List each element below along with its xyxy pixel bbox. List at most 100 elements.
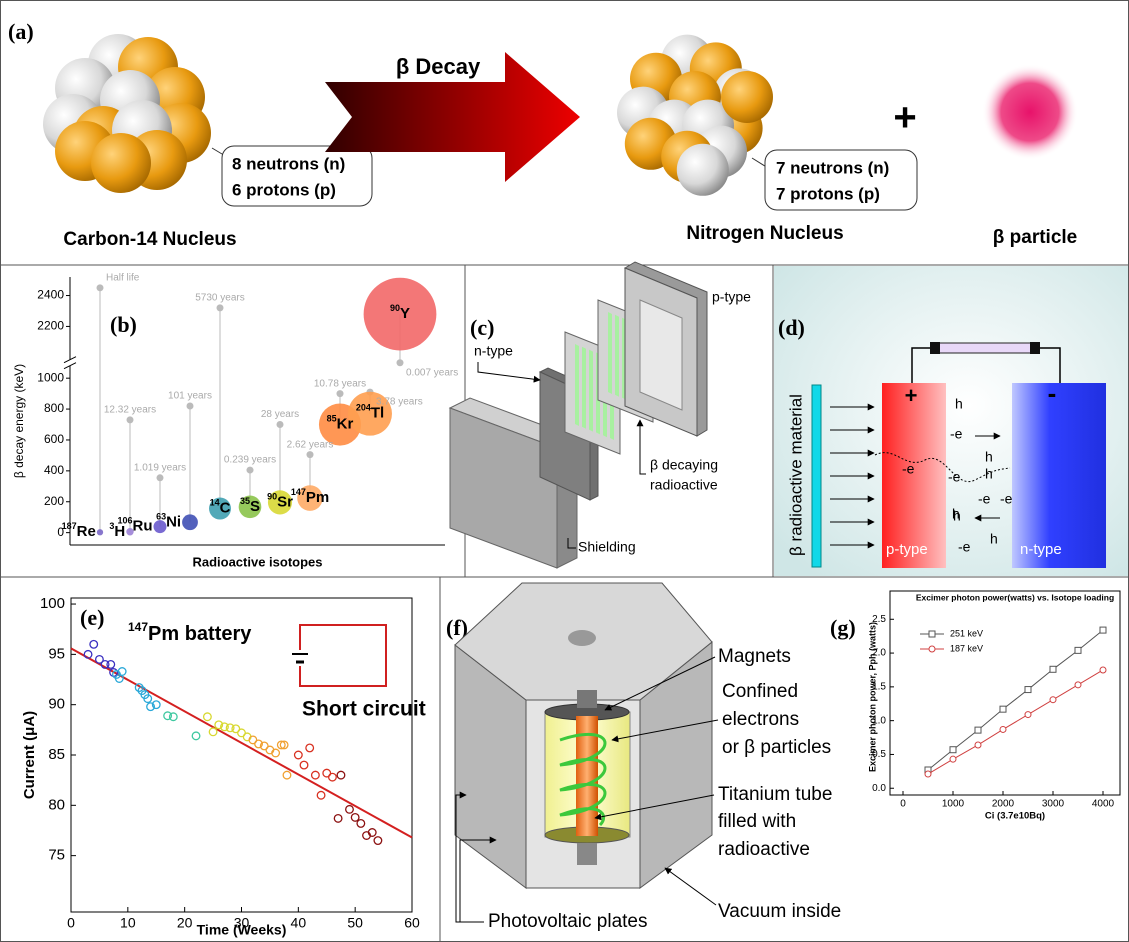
proton xyxy=(677,144,729,196)
confined-label: or β particles xyxy=(722,737,831,758)
x-tick-label: 10 xyxy=(120,915,136,931)
half-life-label: 1.019 years xyxy=(134,462,186,473)
x-tick-label: 1000 xyxy=(942,799,965,810)
marker xyxy=(950,756,956,762)
x-tick-label: 0 xyxy=(67,915,75,931)
bubble xyxy=(154,520,167,533)
marker xyxy=(1100,627,1106,633)
marker xyxy=(950,747,956,753)
plus-sign: + xyxy=(905,383,918,408)
marker xyxy=(1050,697,1056,703)
data-point xyxy=(295,751,303,759)
isotope-label: 187Re xyxy=(62,522,96,541)
material-label: β radioactive material xyxy=(786,394,805,556)
stem-top xyxy=(247,467,254,474)
neutron xyxy=(721,71,773,123)
panel-label: (b) xyxy=(110,312,137,337)
stem-top xyxy=(127,416,134,423)
x-tick-label: 20 xyxy=(177,915,193,931)
data-point xyxy=(312,771,320,779)
confined-label: Confined xyxy=(722,681,798,702)
y-tick-label: 200 xyxy=(44,494,64,508)
data-point xyxy=(90,640,98,648)
x-axis-label: Time (Weeks) xyxy=(197,922,287,938)
y-tick-label: 400 xyxy=(44,463,64,477)
isotope-mass: 147 xyxy=(291,487,306,497)
panel-c: (c) p-type n-type β decaying radioactive… xyxy=(450,262,751,568)
marker xyxy=(1075,682,1081,688)
source-stripe xyxy=(608,312,612,394)
source-stripe xyxy=(589,350,593,432)
source-label: β decaying xyxy=(650,457,718,473)
stem-top xyxy=(97,284,104,291)
x-axis-label: Radioactive isotopes xyxy=(192,554,322,569)
tube-label: radioactive xyxy=(718,839,810,860)
stem-top xyxy=(307,451,314,458)
marker xyxy=(975,727,981,733)
panel-label: (d) xyxy=(778,315,805,340)
nitrogen-nucleus xyxy=(617,35,773,196)
source-stripe xyxy=(582,347,586,429)
half-life-label: 3.78 years xyxy=(376,397,423,408)
particle-name: β particle xyxy=(993,227,1077,248)
half-life-label: 5730 years xyxy=(195,293,244,304)
charge-label: -e xyxy=(978,491,991,507)
charge-label: -e xyxy=(950,426,963,442)
charge-label: -e xyxy=(1000,491,1013,507)
neutron-count: 8 neutrons (n) xyxy=(232,154,345,173)
isotope-symbol: Y xyxy=(400,305,410,322)
isotope-symbol: Ni xyxy=(166,513,181,530)
marker xyxy=(1000,706,1006,712)
half-life-label: 12.32 years xyxy=(104,405,156,416)
neutron-count: 7 neutrons (n) xyxy=(776,158,889,177)
data-point xyxy=(374,837,382,845)
data-point xyxy=(351,814,359,822)
half-life-label: 10.78 years xyxy=(314,378,366,389)
panel-label: (g) xyxy=(830,615,856,640)
magnets-label: Magnets xyxy=(718,646,791,667)
isotope-mass: 85 xyxy=(327,414,337,424)
isotope-symbol: Re xyxy=(77,523,96,540)
annotation: Short circuit xyxy=(302,698,426,721)
y-tick-label: 1000 xyxy=(37,370,64,384)
y-tick-label: 100 xyxy=(40,595,65,612)
source-stripe xyxy=(575,344,579,426)
stem-top xyxy=(337,390,344,397)
arrow-label: β Decay xyxy=(396,54,481,79)
marker xyxy=(1000,726,1006,732)
y-axis-label: β decay energy (keV) xyxy=(12,364,26,478)
x-tick-label: 0 xyxy=(900,799,906,810)
isotope-label: 147Pm xyxy=(291,487,329,506)
data-point xyxy=(306,744,314,752)
isotope-symbol: S xyxy=(250,498,260,515)
half-life-label: Half life xyxy=(106,272,140,283)
material-bar xyxy=(812,385,821,567)
chart-title: 147Pm battery xyxy=(128,620,252,645)
data-point xyxy=(209,728,217,736)
half-life-label: 101 years xyxy=(168,391,212,402)
data-point xyxy=(334,815,342,823)
vacuum-label: Vacuum inside xyxy=(718,901,841,922)
tube-label: Titanium tube xyxy=(718,784,832,805)
port xyxy=(568,630,596,646)
isotope-mass: 106 xyxy=(117,516,132,526)
plot-frame xyxy=(890,591,1120,795)
panel-f: (f) Magnets Confined electrons or β part… xyxy=(446,583,841,932)
magnet-post xyxy=(577,843,597,865)
y-tick-label: 80 xyxy=(48,796,65,813)
x-tick-label: 2000 xyxy=(992,799,1015,810)
leader xyxy=(478,362,540,380)
half-life-label: 0.239 years xyxy=(224,455,276,466)
y-tick-label: 2400 xyxy=(37,288,64,302)
isotope-mass: 90 xyxy=(390,303,400,313)
isotope-symbol: C xyxy=(220,500,231,517)
panel-d: (d) β radioactive material + - h-e-eh-eh… xyxy=(774,266,1128,576)
half-life-label: 28 years xyxy=(261,409,299,420)
isotope-mass: 204 xyxy=(356,403,371,413)
marker xyxy=(1025,687,1031,693)
charge-label: h xyxy=(952,506,960,522)
stem-top xyxy=(157,474,164,481)
circuit xyxy=(300,625,386,686)
data-point xyxy=(329,773,337,781)
x-tick-label: 60 xyxy=(404,915,420,931)
